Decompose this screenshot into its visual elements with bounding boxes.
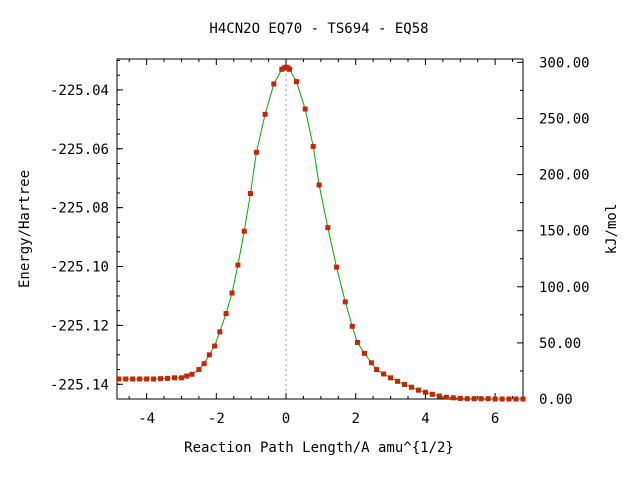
data-point: [144, 376, 150, 382]
y2-tick-label: 100.00: [539, 280, 590, 296]
data-point: [374, 367, 380, 373]
data-point: [293, 79, 299, 85]
data-point: [184, 373, 190, 379]
x-axis-ticks: -4 -2 0 2 4 6: [128, 59, 514, 427]
data-point: [436, 393, 442, 399]
data-point: [408, 384, 414, 390]
data-point: [247, 191, 253, 197]
data-point: [443, 394, 449, 400]
data-point: [116, 376, 122, 382]
y2-tick-label: 150.00: [539, 224, 590, 240]
data-point: [354, 339, 360, 345]
data-point: [253, 149, 259, 155]
data-point: [158, 376, 164, 382]
data-point: [325, 225, 331, 231]
data-point: [302, 106, 308, 112]
data-points: [116, 64, 526, 402]
x-tick-label: 6: [491, 411, 499, 427]
data-point: [241, 228, 247, 234]
data-point: [189, 371, 195, 377]
data-point: [422, 389, 428, 395]
data-point: [287, 66, 293, 72]
data-point: [464, 396, 470, 402]
x-axis-label: Reaction Path Length/A amu^{1/2}: [184, 440, 454, 456]
data-point: [223, 311, 229, 317]
y2-axis-label: kJ/mol: [604, 204, 620, 255]
data-point: [310, 143, 316, 149]
data-point: [196, 367, 202, 373]
data-point: [388, 375, 394, 381]
data-point: [178, 375, 184, 381]
plot-frame: [116, 58, 524, 400]
data-point: [271, 81, 277, 87]
data-point: [137, 376, 143, 382]
data-point: [349, 323, 355, 329]
y2-axis-ticks: 0.00 50.00 100.00 150.00 200.00 250.00 300.00: [517, 55, 590, 408]
x-tick-label: -4: [138, 411, 155, 427]
data-point: [212, 343, 218, 349]
y-tick-label: -225.08: [50, 201, 109, 217]
data-point: [206, 352, 212, 358]
data-point: [402, 382, 408, 388]
data-point: [316, 182, 322, 188]
data-point: [395, 378, 401, 384]
x-tick-label: 2: [352, 411, 360, 427]
data-point: [478, 396, 484, 402]
data-point: [123, 376, 129, 382]
y-axis-ticks: -225.04 -225.06 -225.08 -225.10 -225.12 -225.…: [50, 59, 123, 400]
data-point: [415, 387, 421, 393]
y-tick-label: -225.14: [50, 377, 109, 393]
data-point: [368, 360, 374, 366]
data-point: [165, 375, 171, 381]
data-point: [151, 376, 157, 382]
data-point: [262, 111, 268, 117]
y2-tick-label: 0.00: [539, 392, 573, 408]
data-point: [334, 264, 340, 270]
data-point: [485, 396, 491, 402]
data-point: [457, 395, 463, 401]
chart-title: H4CN2O EQ70 - TS694 - EQ58: [209, 21, 428, 37]
data-point: [429, 391, 435, 397]
y-axis-label: Energy/Hartree: [17, 170, 33, 288]
x-tick-label: -2: [208, 411, 225, 427]
data-point: [492, 396, 498, 402]
y2-tick-label: 250.00: [539, 111, 590, 127]
data-point: [342, 299, 348, 305]
y2-tick-label: 200.00: [539, 168, 590, 184]
y-tick-label: -225.12: [50, 318, 109, 334]
data-point: [172, 375, 177, 381]
energy-curve: [118, 66, 523, 400]
x-tick-label: 0: [282, 411, 290, 427]
data-point: [520, 396, 526, 402]
y2-tick-label: 300.00: [539, 55, 590, 71]
y-tick-label: -225.04: [50, 83, 109, 99]
data-point: [361, 350, 367, 356]
data-point: [471, 396, 477, 402]
y2-tick-label: 50.00: [539, 336, 581, 352]
data-point: [235, 262, 241, 268]
data-point: [499, 396, 505, 402]
x-tick-label: 4: [421, 411, 429, 427]
data-point: [201, 361, 207, 367]
data-point: [217, 329, 223, 335]
data-point: [506, 396, 512, 402]
y-tick-label: -225.06: [50, 142, 109, 158]
data-point: [513, 396, 519, 402]
data-point: [381, 371, 387, 377]
data-point: [450, 395, 456, 401]
data-point: [229, 290, 235, 296]
data-point: [130, 376, 136, 382]
y-tick-label: -225.10: [50, 260, 109, 276]
